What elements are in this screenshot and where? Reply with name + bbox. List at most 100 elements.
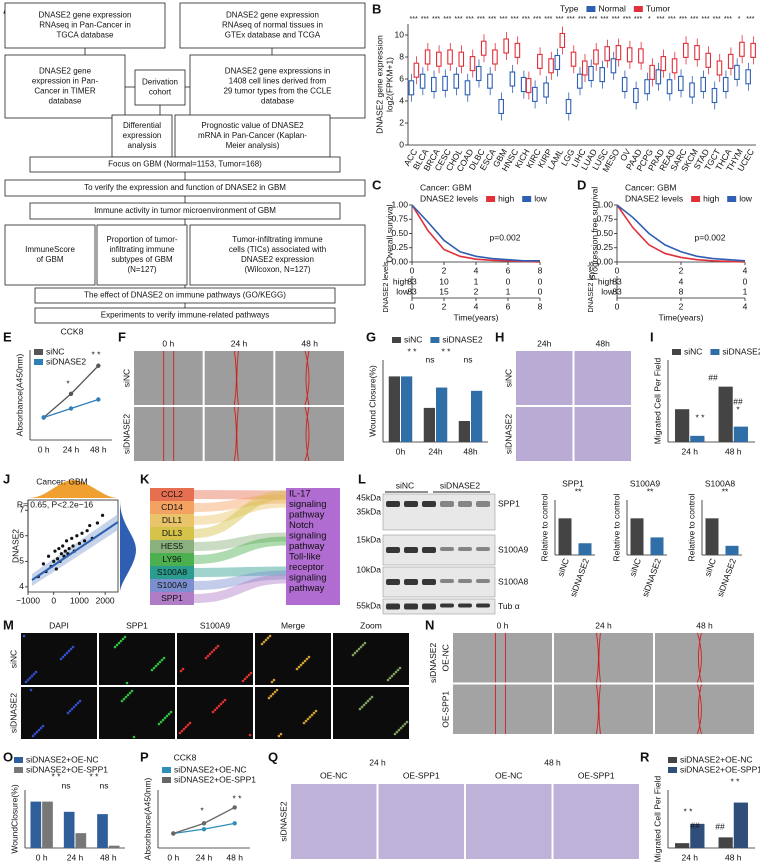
point	[71, 544, 75, 548]
point	[53, 549, 57, 553]
legend-label: siDNASE2+OE-SPP1	[680, 764, 760, 774]
risk-row-label: high	[393, 276, 409, 286]
risk-count: 4	[679, 276, 684, 286]
cell	[304, 719, 308, 723]
y-tick-label: 0.00	[596, 256, 613, 266]
y-tick-label: 2	[399, 117, 404, 127]
bar	[63, 811, 75, 848]
x-tick-label: siNC	[555, 557, 571, 578]
micrograph	[574, 351, 631, 405]
cell	[124, 695, 128, 699]
annotation: *	[200, 805, 204, 815]
y-axis-label: Overall survival	[384, 204, 394, 262]
cell	[28, 676, 32, 680]
legend-label: high	[703, 193, 719, 203]
column-header: 24 h	[231, 338, 248, 348]
row-group-label: siDNASE2	[428, 643, 438, 683]
cell	[123, 635, 127, 639]
significance: ***	[724, 16, 732, 23]
risk-count: 1	[743, 286, 748, 296]
flow-text: database	[261, 97, 294, 106]
pathway-label: signaling	[289, 499, 327, 510]
box	[745, 69, 751, 85]
wound-edge	[304, 406, 310, 462]
cell	[159, 720, 163, 724]
cell	[30, 674, 34, 678]
chart-title: S100A9	[630, 478, 661, 488]
wound-edge	[233, 350, 239, 406]
box	[498, 98, 504, 115]
y-axis-label: DNASE2	[10, 529, 20, 563]
box	[475, 65, 482, 82]
cell	[61, 655, 65, 659]
x-tick-label: siDNASE2	[715, 557, 738, 598]
micrograph	[255, 633, 331, 685]
flow-box	[34, 287, 336, 304]
x-axis-label: Time(years)	[658, 312, 703, 322]
cell	[215, 706, 219, 710]
cell	[398, 666, 402, 670]
bar	[725, 545, 739, 555]
micrograph	[553, 784, 639, 859]
blot-group: siDNASE2	[440, 480, 480, 490]
flow-text: mRNA in Pan-Cancer (Kaplan-	[198, 131, 307, 140]
x-tick-label: 48 h	[100, 852, 117, 862]
band	[386, 501, 400, 507]
annotation: ns	[62, 780, 71, 790]
column-header: 24h	[537, 338, 551, 348]
y-tick-label: 0.25	[596, 242, 613, 252]
panel-label: H	[495, 329, 504, 344]
significance: ***	[656, 16, 664, 23]
cell	[70, 707, 74, 711]
gene-node	[150, 553, 194, 566]
annotation: *	[736, 404, 740, 414]
x-tick-label: 24 h	[681, 446, 698, 456]
chart-title: CCK8	[61, 326, 84, 336]
legend-swatch	[162, 767, 171, 773]
legend-label: siNC	[404, 334, 422, 344]
x-tick-label: 48 h	[725, 852, 742, 862]
y-axis-label: Relative to control	[611, 493, 621, 561]
cell	[132, 735, 136, 739]
bar	[705, 518, 719, 555]
box	[593, 49, 599, 65]
bar	[718, 837, 733, 848]
cell	[74, 703, 78, 707]
cell	[361, 643, 365, 647]
box	[739, 41, 745, 57]
cell	[386, 678, 390, 682]
cell	[249, 671, 253, 675]
flow-text: ImmuneScore	[25, 245, 75, 254]
point	[55, 557, 60, 561]
cell	[275, 688, 279, 692]
flow-text: analysis	[128, 141, 157, 150]
y-tick-label: 0.50	[391, 228, 408, 238]
significance: ***	[410, 16, 418, 23]
legend-label: siDNASE2+OE-NC	[26, 754, 99, 764]
annotation: **	[647, 486, 654, 496]
risk-count: 8	[679, 286, 684, 296]
annotation: * *	[408, 346, 418, 356]
cell	[303, 659, 307, 663]
chart-title: S100A8	[705, 478, 736, 488]
panel-label: P	[140, 749, 149, 764]
gene-label: DLL3	[162, 528, 183, 538]
cell	[59, 657, 63, 661]
band	[476, 603, 490, 608]
cell	[370, 695, 374, 699]
significance: ***	[634, 16, 642, 23]
y-axis-label: DNASE2 gene expression	[374, 35, 384, 134]
box	[588, 65, 594, 82]
box	[727, 53, 734, 69]
x-tick-label: 24 h	[681, 852, 698, 862]
significance: ***	[432, 16, 440, 23]
row-label: siNC	[503, 369, 513, 387]
cell	[126, 693, 130, 697]
y-tick-label: 0	[399, 139, 404, 149]
box	[469, 56, 476, 72]
cell	[211, 710, 215, 714]
flow-text: subtypes of GBM	[111, 255, 173, 264]
cell	[260, 642, 264, 646]
micrograph	[655, 684, 754, 734]
point	[57, 546, 61, 551]
